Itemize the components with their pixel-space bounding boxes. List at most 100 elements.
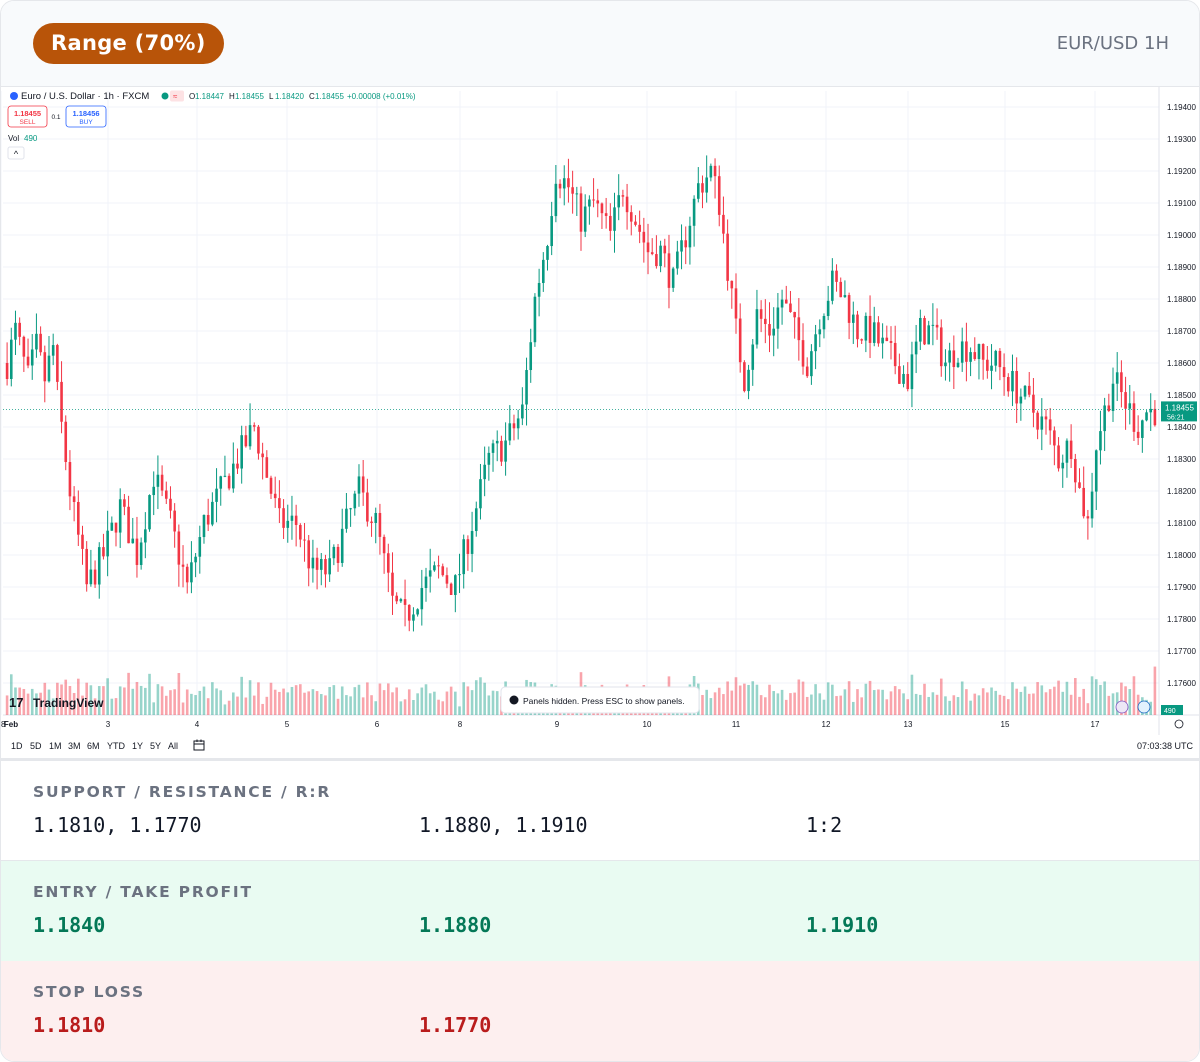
candle-body — [30, 349, 34, 366]
candle-body — [378, 512, 382, 537]
price-tag-label: 1.18455 — [1165, 403, 1194, 412]
volume-bar — [466, 686, 470, 715]
candle-body — [39, 333, 42, 353]
candle-body — [881, 337, 884, 344]
volume-bar — [977, 695, 981, 715]
candle-body — [232, 463, 235, 489]
candle-body — [521, 404, 524, 419]
tf-3m[interactable]: 3M — [68, 741, 81, 751]
tf-1d[interactable]: 1D — [11, 741, 23, 751]
volume-bar — [353, 687, 357, 715]
candle-body — [81, 534, 84, 549]
candle-body — [148, 495, 151, 530]
candle-body — [919, 317, 922, 342]
volume-bar — [441, 701, 445, 715]
volume-bar — [9, 674, 13, 715]
candle-body — [144, 529, 147, 543]
candle-body — [215, 488, 218, 502]
volume-bar — [747, 684, 750, 715]
volume-bar — [257, 682, 260, 715]
volume-bar — [898, 689, 901, 715]
chart-svg[interactable]: 1.19400 1.19300 1.19200 1.19100 1.19000 1.189… — [1, 87, 1200, 735]
volume-bar — [211, 682, 214, 715]
lightning-icon — [1115, 700, 1129, 714]
candle-body — [123, 499, 126, 507]
candle-body — [822, 315, 826, 330]
candle-body — [1057, 445, 1060, 469]
chevron-up-icon: ^ — [14, 149, 19, 159]
volume-bar — [818, 693, 822, 715]
entry-takeprofit-section: ENTRY / TAKE PROFIT 1.1840 1.1880 1.1910 — [1, 861, 1199, 961]
candle-body — [361, 476, 365, 493]
volume-bar — [701, 694, 704, 715]
tf-5d[interactable]: 5D — [30, 741, 42, 751]
tf-5y[interactable]: 5Y — [150, 741, 162, 751]
entry-price: 1.1840 — [33, 913, 106, 937]
candle-body — [139, 542, 143, 565]
calendar-range-icon[interactable] — [193, 739, 205, 753]
volume-bar — [1002, 695, 1006, 715]
tf-all[interactable]: All — [168, 741, 179, 751]
candle-body — [1120, 372, 1123, 393]
utc-clock[interactable]: 07:03:38 UTC — [1136, 741, 1193, 751]
volume-bar — [919, 694, 922, 715]
candle-body — [1099, 431, 1102, 451]
volume-bar — [1153, 666, 1157, 715]
volume-bar — [399, 701, 403, 715]
candle-body — [1094, 450, 1098, 492]
y-tick-label: 1.18200 — [1167, 487, 1196, 496]
tf-1y[interactable]: 1Y — [132, 741, 144, 751]
candle-body — [835, 270, 838, 282]
candle-body — [1065, 440, 1069, 463]
volume-bar — [474, 680, 478, 715]
volume-bar — [169, 690, 172, 715]
candle-body — [449, 583, 453, 595]
market-open-icon — [161, 92, 169, 100]
tf-1m[interactable]: 1M — [49, 741, 62, 751]
candle-body — [667, 253, 671, 288]
candle-body — [1019, 396, 1023, 404]
candle-body — [655, 254, 658, 267]
volume-bar — [77, 678, 80, 715]
price-chart[interactable]: 1.19400 1.19300 1.19200 1.19100 1.19000 1.189… — [1, 87, 1200, 759]
volume-bar — [939, 678, 943, 715]
price-tag-box — [1161, 401, 1197, 422]
volume-bar — [877, 689, 880, 715]
candle-body — [332, 546, 336, 559]
volume-bar — [240, 676, 243, 715]
volume-bar — [768, 684, 771, 715]
volume-bar — [232, 692, 235, 715]
candle-body — [898, 366, 901, 384]
candle-body — [353, 493, 357, 509]
volume-bar — [131, 688, 135, 715]
tf-6m[interactable]: 6M — [87, 741, 100, 751]
volume-bar — [1107, 695, 1111, 715]
candle-body — [1036, 412, 1039, 430]
candle-body — [458, 574, 461, 576]
volume-bar — [789, 693, 792, 715]
volume-bar — [994, 690, 998, 715]
volume-bar — [956, 697, 960, 715]
tf-ytd[interactable]: YTD — [107, 741, 125, 751]
candle-body — [374, 512, 378, 523]
candle-body — [51, 345, 55, 356]
candle-body — [72, 496, 76, 502]
candle-body — [177, 531, 181, 565]
volume-bar — [810, 694, 813, 715]
candle-body — [684, 240, 688, 248]
x-tick-label: 10 — [643, 720, 652, 729]
volume-bar — [864, 683, 868, 715]
candle-body — [495, 440, 499, 444]
candle-body — [43, 352, 47, 382]
candle-body — [324, 559, 327, 575]
y-tick-label: 1.18900 — [1167, 263, 1196, 272]
y-tick-label: 1.18300 — [1167, 455, 1196, 464]
volume-bar — [805, 696, 809, 715]
volume-bar — [705, 689, 708, 715]
volume-bar — [278, 691, 281, 715]
candle-body — [156, 474, 160, 487]
volume-bar — [261, 703, 264, 715]
candle-body — [9, 339, 13, 379]
symbol-title: Euro / U.S. Dollar · 1h · FXCM — [21, 91, 149, 102]
candle-body — [1090, 491, 1094, 519]
